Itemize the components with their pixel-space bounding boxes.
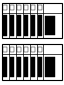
Bar	[17, 5, 21, 10]
Bar	[31, 5, 35, 10]
Bar	[31, 15, 35, 36]
Bar	[38, 47, 42, 52]
Bar	[31, 57, 35, 77]
Bar	[45, 16, 55, 35]
Bar	[10, 15, 14, 36]
Bar	[10, 47, 14, 52]
Bar	[24, 15, 28, 36]
Bar	[17, 47, 21, 52]
Bar	[45, 57, 55, 77]
Bar	[38, 57, 42, 77]
Bar	[3, 15, 7, 36]
Bar	[2, 44, 62, 80]
Bar	[38, 15, 42, 36]
Bar	[3, 57, 7, 77]
Bar	[24, 57, 28, 77]
Bar	[17, 57, 21, 77]
Bar	[3, 47, 7, 52]
Bar	[10, 5, 14, 10]
Bar	[10, 57, 14, 77]
Bar	[24, 5, 28, 10]
Bar	[2, 3, 62, 38]
Bar	[38, 5, 42, 10]
Bar	[31, 47, 35, 52]
Bar	[24, 47, 28, 52]
Bar	[17, 15, 21, 36]
Bar	[3, 5, 7, 10]
